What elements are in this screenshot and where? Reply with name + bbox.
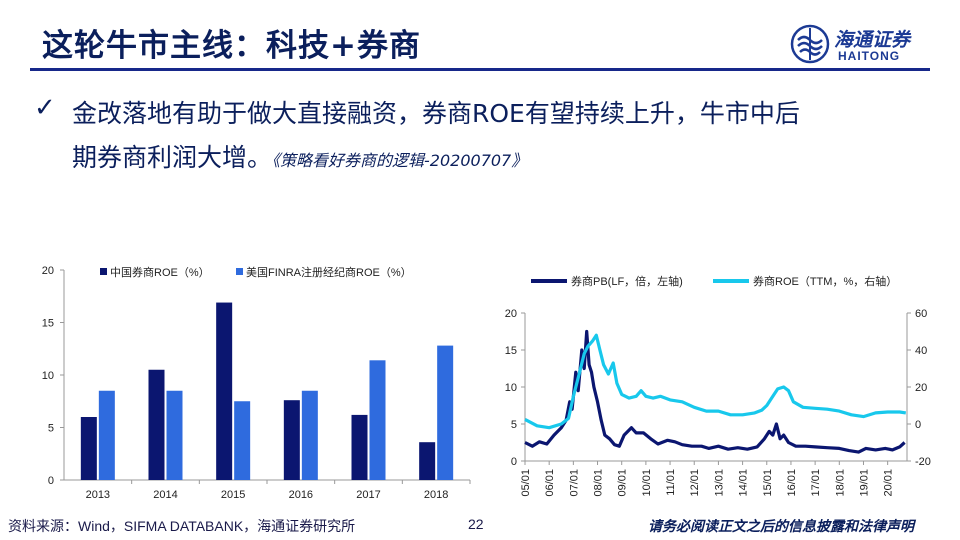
legend-label: 券商ROE（TTM，%，右轴） [753,274,897,288]
left-tick-label: 0 [511,456,517,468]
bar-us-2014 [166,390,183,480]
bar-us-2018 [437,345,454,480]
x-tick-label: 07/01 [568,469,580,497]
y-tick-label: 0 [48,475,54,487]
bullet-line-1: 金改落地有助于做大直接融资，券商ROE有望持续上升，牛市中后 [72,99,800,128]
page-number: 22 [468,516,484,532]
y-tick-label: 5 [48,423,54,435]
bar-china-2014 [148,369,165,480]
left-tick-label: 15 [505,345,517,357]
haitong-wave-icon [790,24,830,64]
left-tick-label: 10 [505,382,517,394]
y-tick-label: 20 [42,265,54,277]
bar-china-2015 [216,302,233,480]
report-source: 《策略看好券商的逻辑-20200707》 [272,151,528,170]
x-tick-label: 17/01 [810,469,822,497]
title-divider [30,68,930,71]
checkmark-icon: ✓ [34,92,56,122]
x-tick-label: 2015 [221,489,245,501]
bar-china-2016 [283,400,300,480]
right-tick-label: 20 [915,382,927,394]
series-line-pb [524,329,906,454]
x-tick-label: 09/01 [617,469,629,497]
footer-disclaimer: 请务必阅读正文之后的信息披露和法律声明 [648,518,914,534]
x-tick-label: 12/01 [689,469,701,497]
bullet-line-2: 期券商利润大增。《策略看好券商的逻辑-20200707》 [72,136,942,183]
legend-label: 券商PB(LF，倍，左轴) [571,274,683,288]
x-tick-label: 13/01 [713,469,725,497]
x-tick-label: 08/01 [593,469,605,497]
footer-source: 资料来源：Wind，SIFMA DATABANK，海通证券研究所 [8,518,356,534]
right-tick-label: -20 [915,456,931,468]
legend-swatch [100,268,107,275]
bar-china-2013 [80,417,97,480]
logo-text-en: HAITONG [838,49,901,63]
x-tick-label: 05/01 [520,469,532,497]
x-tick-label: 2017 [356,489,380,501]
x-tick-label: 18/01 [834,469,846,497]
bar-us-2016 [301,390,318,480]
x-tick-label: 06/01 [544,469,556,497]
roe-bar-chart: 0 5 10 15 20 2013 2014 2015 2016 2017 2018 中国券商ROE（… [42,265,471,501]
bar-us-2017 [369,360,386,480]
legend-swatch [236,268,243,275]
y-tick-label: 10 [42,370,54,382]
x-tick-label: 2018 [424,489,448,501]
bullet-paragraph: 金改落地有助于做大直接融资，券商ROE有望持续上升，牛市中后 期券商利润大增。《… [72,92,942,183]
bar-us-2015 [234,401,251,480]
right-tick-label: 60 [915,308,927,320]
legend-label: 中国券商ROE（%） [110,265,210,279]
logo-text-cn: 海通证券 [834,29,911,51]
left-tick-label: 5 [511,419,517,431]
x-tick-label: 2014 [153,489,177,501]
x-tick-label: 16/01 [786,469,798,497]
x-tick-label: 20/01 [883,469,895,497]
slide-title: 这轮牛市主线：科技+券商 [42,28,421,64]
pb-roe-line-chart: 0 5 10 15 20 -20 0 20 40 60 05/01 06/01 07/01 08/01 09… [505,274,931,497]
x-tick-label: 15/01 [762,469,774,497]
legend-label: 美国FINRA注册经纪商ROE（%） [246,265,412,279]
x-tick-label: 11/01 [665,469,677,496]
haitong-logo: 海通证券 HAITONG [790,24,940,64]
bar-china-2018 [419,442,436,480]
x-tick-label: 14/01 [738,469,750,497]
right-tick-label: 40 [915,345,927,357]
y-tick-label: 15 [42,318,54,330]
series-line-roe [524,333,907,430]
x-tick-label: 2013 [86,489,110,501]
bullet-line-2-text: 期券商利润大增。 [72,143,273,172]
bar-us-2013 [98,390,115,480]
right-tick-label: 0 [915,419,921,431]
x-tick-label: 19/01 [858,469,870,497]
x-tick-label: 2016 [289,489,313,501]
x-tick-label: 10/01 [641,469,653,497]
left-tick-label: 20 [505,308,517,320]
bar-china-2017 [351,414,368,480]
